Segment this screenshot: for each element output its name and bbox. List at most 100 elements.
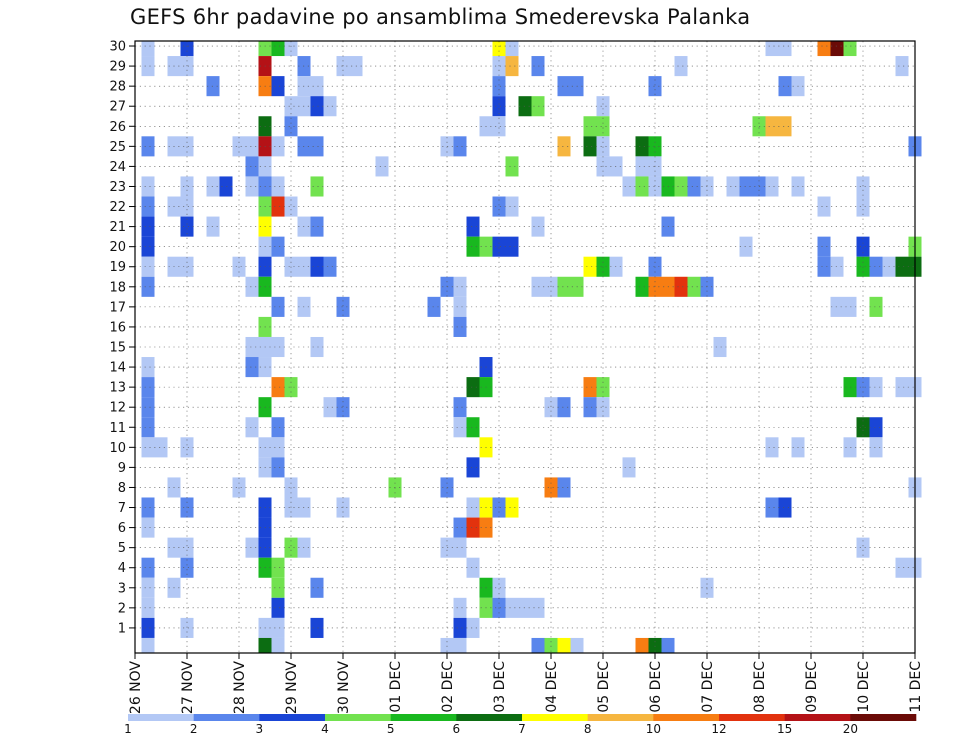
x-tick-label: 07 DEC xyxy=(700,661,716,713)
y-tick-label: 8 xyxy=(118,481,126,496)
heatmap-cell xyxy=(635,276,649,297)
heatmap-cell xyxy=(492,116,506,137)
heatmap-cell xyxy=(375,156,389,177)
y-tick-label: 18 xyxy=(109,280,126,295)
heatmap-cell xyxy=(180,557,194,578)
heatmap-cell xyxy=(674,276,688,297)
heatmap-cell xyxy=(596,397,610,418)
heatmap-cell xyxy=(180,176,194,197)
heatmap-cell xyxy=(817,236,831,257)
heatmap-cell xyxy=(284,116,298,137)
legend-label: 8 xyxy=(584,722,592,736)
x-tick-label: 26 NOV xyxy=(128,661,144,715)
heatmap-cell xyxy=(271,196,285,217)
x-tick-label: 06 DEC xyxy=(648,661,664,713)
heatmap-cell xyxy=(141,196,155,217)
heatmap-cell xyxy=(141,397,155,418)
y-tick-label: 20 xyxy=(109,240,126,255)
heatmap-cell xyxy=(141,176,155,197)
heatmap-cell xyxy=(180,41,194,57)
heatmap-cell xyxy=(687,276,701,297)
heatmap-cell xyxy=(635,136,649,157)
y-axis: 1234567891011121314151617181920212223242… xyxy=(109,40,135,636)
y-tick-label: 4 xyxy=(118,561,126,576)
y-tick-label: 25 xyxy=(109,140,126,155)
heatmap-cell xyxy=(583,397,597,418)
y-tick-label: 3 xyxy=(118,581,126,596)
heatmap-cell xyxy=(531,56,545,77)
heatmap-cell xyxy=(661,637,675,653)
x-tick-label: 11 DEC xyxy=(908,661,924,713)
heatmap-cell xyxy=(154,437,168,458)
heatmap-cell xyxy=(180,437,194,458)
y-tick-label: 29 xyxy=(109,60,126,75)
heatmap-cell xyxy=(453,397,467,418)
heatmap-cell xyxy=(531,637,545,653)
y-tick-label: 7 xyxy=(118,501,126,516)
heatmap-cell xyxy=(557,477,571,498)
heatmap-cell xyxy=(310,617,324,638)
heatmap-cell xyxy=(622,457,636,478)
heatmap-cell xyxy=(323,96,337,117)
heatmap-cell xyxy=(492,76,506,97)
x-tick-label: 01 DEC xyxy=(388,661,404,713)
heatmap-cell xyxy=(453,316,467,337)
heatmap-cell xyxy=(739,176,753,197)
heatmap-cell xyxy=(674,176,688,197)
legend-label: 5 xyxy=(387,722,395,736)
chart-title: GEFS 6hr padavine po ansamblima Smederev… xyxy=(130,5,751,29)
y-tick-label: 26 xyxy=(109,120,126,135)
heatmap-cell xyxy=(336,397,350,418)
heatmap-cell xyxy=(141,617,155,638)
heatmap-cell xyxy=(505,597,519,618)
heatmap-cell xyxy=(765,41,779,57)
heatmap-cell xyxy=(271,597,285,618)
heatmap-cell xyxy=(557,276,571,297)
heatmap-cell xyxy=(869,417,883,438)
heatmap-cell xyxy=(817,196,831,217)
heatmap-cell xyxy=(869,296,883,317)
heatmap-cell xyxy=(141,637,155,653)
heatmap-cell xyxy=(583,136,597,157)
heatmap-cell xyxy=(284,41,298,57)
heatmap-cell xyxy=(544,637,558,653)
heatmap-cell xyxy=(180,196,194,217)
heatmap-cell xyxy=(271,236,285,257)
heatmap-cell xyxy=(310,336,324,358)
heatmap-cell xyxy=(635,176,649,197)
heatmap-cell xyxy=(492,577,506,598)
heatmap-cell xyxy=(310,256,324,277)
heatmap-cell xyxy=(245,176,259,197)
heatmap-cell xyxy=(180,136,194,157)
legend-label: 7 xyxy=(518,722,526,736)
heatmap-cell xyxy=(843,437,857,458)
heatmap-cell xyxy=(310,176,324,197)
heatmap-cell xyxy=(895,557,909,578)
heatmap-cell xyxy=(453,617,467,638)
heatmap-cell xyxy=(271,76,285,97)
heatmap-cell xyxy=(531,276,545,297)
x-tick-label: 08 DEC xyxy=(752,661,768,713)
x-tick-label: 02 DEC xyxy=(440,661,456,713)
x-tick-label: 28 NOV xyxy=(232,661,248,715)
y-tick-label: 28 xyxy=(109,80,126,95)
heatmap-cell xyxy=(453,296,467,317)
heatmap-cell xyxy=(141,557,155,578)
heatmap-cell xyxy=(466,377,480,398)
heatmap-cell xyxy=(596,96,610,117)
x-tick-label: 09 DEC xyxy=(804,661,820,713)
heatmap-cell xyxy=(427,296,441,317)
heatmap-cell xyxy=(310,216,324,237)
heatmap-cell xyxy=(180,537,194,558)
heatmap-cell xyxy=(141,577,155,598)
heatmap-cell xyxy=(466,517,480,538)
heatmap-cell xyxy=(856,176,870,197)
heatmap-cell xyxy=(492,236,506,257)
heatmap-cell xyxy=(505,196,519,217)
heatmap-cell xyxy=(765,437,779,458)
heatmap-cell xyxy=(765,116,779,137)
grid-lines xyxy=(135,41,915,653)
legend-label: 6 xyxy=(453,722,461,736)
heatmap-cell xyxy=(180,216,194,237)
